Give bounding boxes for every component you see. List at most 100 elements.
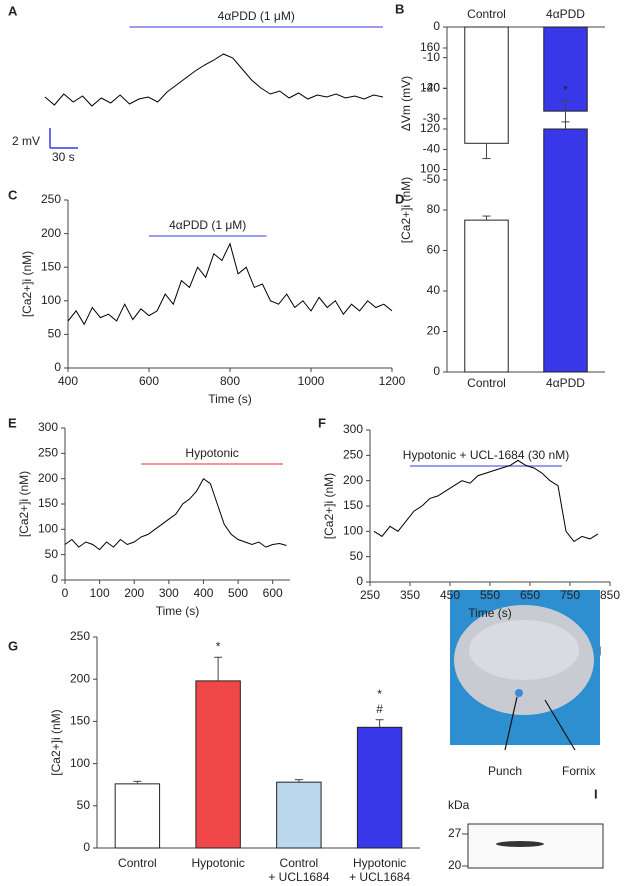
y-tick-label: 50 (48, 327, 62, 341)
x-tick-label: 200 (124, 586, 144, 600)
y-tick-label: 100 (343, 524, 363, 538)
y-axis-label: [Ca2+]i (nM) (20, 251, 34, 317)
unit-label: kDa (448, 798, 470, 812)
scale-label: 2 mV (12, 134, 40, 148)
category-label: + UCL1684 (349, 870, 410, 884)
panel-letter: D (395, 191, 404, 206)
significance-mark: * (563, 83, 568, 97)
stimulus-label: 4αPDD (1 μM) (218, 9, 295, 23)
y-tick-label: 0 (433, 364, 440, 378)
y-tick-label: 200 (38, 471, 58, 485)
y-axis-label: [Ca2+]i (nM) (49, 709, 63, 775)
y-tick-label: 300 (38, 420, 58, 434)
marker-label: 27 (448, 826, 462, 840)
x-tick-label: 300 (159, 586, 179, 600)
y-tick-label: 300 (343, 422, 363, 436)
y-tick-label: 0 (83, 840, 90, 854)
y-tick-label: 150 (38, 496, 58, 510)
y-tick-label: 250 (41, 192, 61, 206)
y-tick-label: 200 (343, 473, 363, 487)
stimulus-label: 4αPDD (1 μM) (169, 218, 246, 232)
trace (64, 477, 287, 551)
y-tick-label: -30 (423, 111, 441, 125)
y-tick-label: 140 (420, 81, 440, 95)
y-tick-label: 100 (41, 293, 61, 307)
x-tick-label: 850 (600, 588, 620, 602)
trace (44, 53, 384, 107)
x-tick-label: 400 (193, 586, 213, 600)
y-tick-label: 250 (343, 448, 363, 462)
brain-region (469, 620, 579, 680)
category-label: 4αPDD (546, 376, 585, 390)
x-tick-label: 600 (139, 374, 159, 388)
y-tick-label: 0 (433, 19, 440, 33)
y-tick-label: 50 (77, 798, 91, 812)
y-tick-label: 200 (41, 226, 61, 240)
trace (67, 242, 393, 326)
category-label: Control (280, 856, 319, 870)
bar (464, 26, 509, 144)
scale-label: 30 s (52, 150, 75, 164)
y-axis-label: ΔVm (mV) (399, 76, 413, 131)
category-label: Hypotonic (191, 856, 244, 870)
y-tick-label: 200 (70, 671, 90, 685)
category-label: Control (467, 376, 506, 390)
panel-letter: G (8, 638, 18, 653)
x-tick-label: 400 (58, 374, 78, 388)
x-tick-label: 650 (520, 588, 540, 602)
marker-label: 20 (448, 858, 462, 872)
x-tick-label: 800 (220, 374, 240, 388)
x-tick-label: 250 (360, 588, 380, 602)
y-tick-label: 40 (427, 283, 441, 297)
x-tick-label: 1000 (298, 374, 325, 388)
y-tick-label: 120 (420, 121, 440, 135)
y-tick-label: 150 (70, 714, 90, 728)
bar (356, 726, 403, 849)
y-tick-label: 50 (45, 547, 59, 561)
arrow (504, 696, 518, 751)
y-tick-label: 20 (427, 324, 441, 338)
x-tick-label: 750 (560, 588, 580, 602)
bar (543, 128, 588, 373)
y-tick-label: 250 (38, 446, 58, 460)
x-tick-label: 550 (480, 588, 500, 602)
x-tick-label: 1200 (379, 374, 406, 388)
bar (276, 781, 322, 849)
y-tick-label: 250 (70, 629, 90, 643)
panel-letter: I (594, 786, 598, 801)
bar (464, 219, 509, 373)
blot-band (496, 841, 544, 847)
y-tick-label: 100 (70, 756, 90, 770)
significance-mark: * (216, 639, 221, 653)
stimulus-label: Hypotonic + UCL-1684 (30 nM) (403, 448, 569, 462)
x-tick-label: 450 (440, 588, 460, 602)
y-tick-label: 50 (350, 549, 364, 563)
label: Fornix (562, 764, 595, 778)
x-tick-label: 500 (228, 586, 248, 600)
y-tick-label: 80 (427, 202, 441, 216)
bar (114, 783, 161, 849)
category-label: 4αPDD (546, 7, 585, 21)
category-label: + UCL1684 (268, 870, 329, 884)
category-label: Control (467, 7, 506, 21)
y-tick-label: 100 (420, 162, 440, 176)
y-tick-label: 150 (343, 498, 363, 512)
y-tick-label: 160 (420, 40, 440, 54)
x-tick-label: 350 (400, 588, 420, 602)
arrow (544, 699, 576, 751)
panel-letter: E (8, 415, 17, 430)
y-tick-label: 0 (54, 360, 61, 374)
y-tick-label: -10 (423, 50, 441, 64)
x-tick-label: 100 (90, 586, 110, 600)
y-axis-label: [Ca2+]i (nM) (17, 471, 31, 537)
panel-letter: F (318, 415, 326, 430)
y-tick-label: 150 (41, 259, 61, 273)
y-tick-label: 60 (427, 243, 441, 257)
y-tick-label: 100 (38, 522, 58, 536)
category-label: Control (118, 856, 157, 870)
x-axis-label: Time (s) (156, 604, 200, 618)
panel-letter: B (395, 1, 404, 16)
x-tick-label: 0 (62, 586, 69, 600)
panel-letter: A (8, 3, 18, 18)
